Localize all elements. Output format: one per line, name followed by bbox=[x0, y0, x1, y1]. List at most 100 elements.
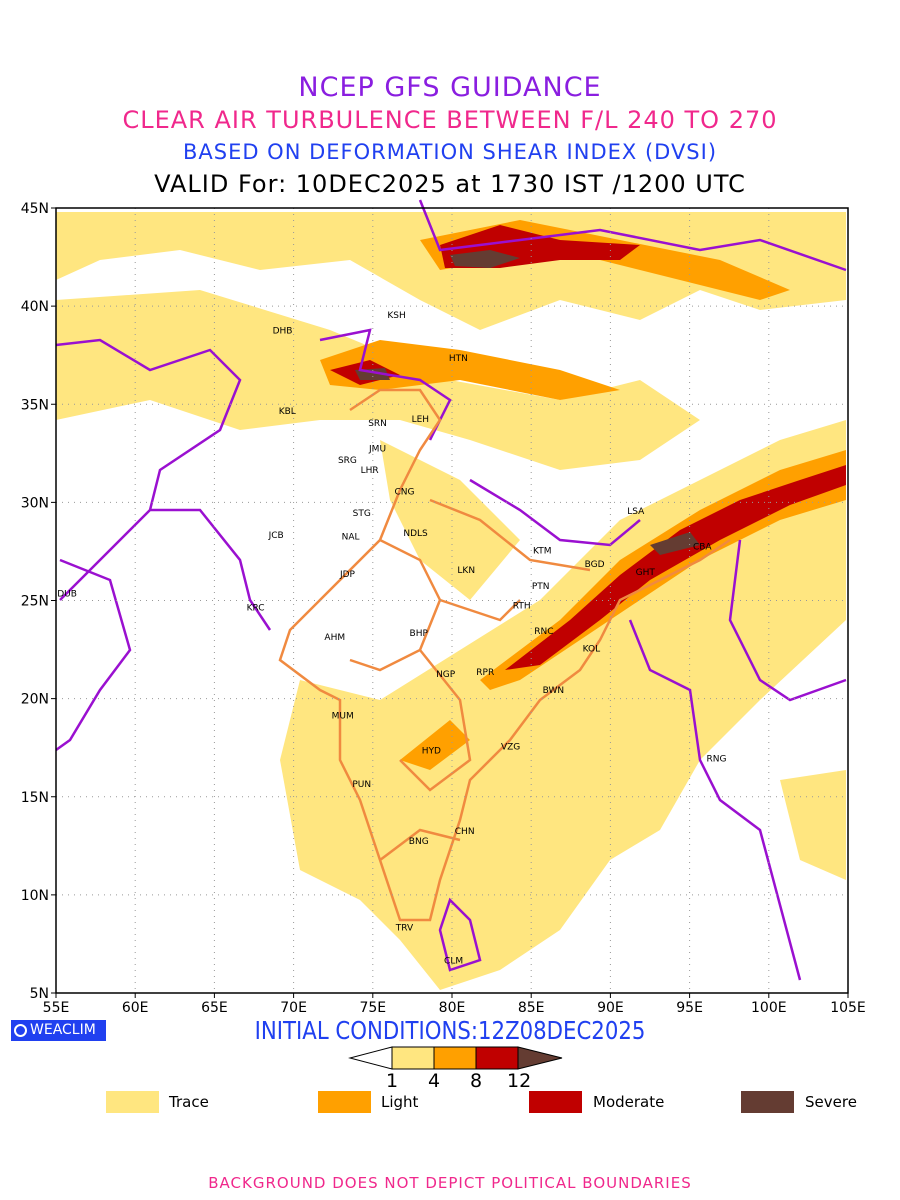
city-label: JMU bbox=[368, 444, 386, 454]
legend-label-trace: Trace bbox=[169, 1093, 209, 1111]
city-label: RPR bbox=[476, 668, 494, 678]
trace-area bbox=[380, 440, 520, 600]
colorbar bbox=[348, 1046, 563, 1070]
moderate-area bbox=[505, 465, 846, 670]
country-border bbox=[55, 199, 847, 981]
lon-tick-label: 60E bbox=[122, 1000, 149, 1016]
lat-tick-label: 45N bbox=[21, 201, 49, 217]
city-label: BHP bbox=[410, 629, 429, 639]
boundaries bbox=[55, 199, 847, 981]
lat-tick-label: 15N bbox=[21, 790, 49, 806]
initial-conditions: INITIAL CONDITIONS:12Z08DEC2025 bbox=[254, 1016, 646, 1045]
lon-tick-label: 80E bbox=[439, 1000, 466, 1016]
city-label: KTM bbox=[533, 546, 551, 556]
legend-swatch-trace bbox=[106, 1091, 159, 1113]
lon-tick-label: 55E bbox=[43, 1000, 70, 1016]
city-label: AHM bbox=[324, 633, 345, 643]
logo-text: WEACLIM bbox=[30, 1022, 96, 1038]
city-label: LEH bbox=[412, 415, 429, 425]
legend-label-moderate: Moderate bbox=[593, 1093, 665, 1111]
severe-area bbox=[450, 250, 520, 268]
colorbar-moderate bbox=[475, 1046, 519, 1070]
turbulence-shading bbox=[56, 212, 846, 990]
city-label: RTH bbox=[513, 601, 531, 611]
city-label: CHN bbox=[455, 827, 475, 837]
city-label: BNG bbox=[409, 837, 429, 847]
city-label: NDLS bbox=[403, 529, 428, 539]
legend-swatch-severe bbox=[741, 1091, 794, 1113]
colorbar-trace bbox=[391, 1046, 435, 1070]
axis-ticks: 55E 60E 65E 70E 75E 80E 85E 90E 95E 100E 105E 45N 40… bbox=[21, 201, 866, 1016]
city-label: DHB bbox=[273, 327, 293, 337]
city-label: MUM bbox=[332, 711, 354, 721]
colorbar-light bbox=[433, 1046, 477, 1070]
lon-tick-label: 90E bbox=[597, 1000, 624, 1016]
colorbar-tick: 1 bbox=[386, 1070, 399, 1092]
lat-tick-label: 20N bbox=[21, 692, 49, 708]
lat-tick-label: 5N bbox=[30, 986, 49, 1002]
city-label: VZG bbox=[501, 743, 520, 753]
city-label: DUB bbox=[57, 590, 77, 600]
legend-label-light: Light bbox=[381, 1093, 419, 1111]
city-label: RNG bbox=[707, 755, 727, 765]
city-label: JDP bbox=[339, 570, 356, 580]
city-label: KSH bbox=[387, 311, 405, 321]
city-label: GHT bbox=[636, 568, 656, 578]
valid-time: VALID For: 10DEC2025 at 1730 IST /1200 U… bbox=[154, 170, 746, 198]
city-label: STG bbox=[353, 509, 371, 519]
lat-tick-label: 40N bbox=[21, 299, 49, 315]
state-border bbox=[278, 388, 731, 922]
city-label: KRC bbox=[247, 603, 265, 613]
lon-tick-label: 105E bbox=[830, 1000, 866, 1016]
title: NCEP GFS GUIDANCE bbox=[298, 72, 602, 103]
severe-area bbox=[650, 532, 700, 555]
city-label: KOL bbox=[583, 645, 601, 655]
lat-lon-grid bbox=[56, 208, 848, 993]
city-label: CLM bbox=[444, 957, 463, 967]
legend-swatch-moderate bbox=[529, 1091, 582, 1113]
city-label: PUN bbox=[352, 780, 371, 790]
city-label: HTN bbox=[449, 354, 468, 364]
weaclim-logo: WEACLIM bbox=[11, 1020, 106, 1041]
lon-tick-label: 75E bbox=[359, 1000, 386, 1016]
legend-label-severe: Severe bbox=[805, 1093, 857, 1111]
light-area bbox=[320, 340, 620, 400]
city-label: TRV bbox=[395, 923, 414, 933]
disclaimer: BACKGROUND DOES NOT DEPICT POLITICAL BOU… bbox=[208, 1174, 692, 1192]
city-label: JCB bbox=[268, 531, 284, 541]
legend-swatch-light bbox=[318, 1091, 371, 1113]
colorbar-tick: 12 bbox=[507, 1070, 532, 1092]
city-label: BWN bbox=[543, 686, 565, 696]
lon-tick-label: 65E bbox=[201, 1000, 228, 1016]
lon-tick-label: 85E bbox=[518, 1000, 545, 1016]
city-label: LSA bbox=[627, 507, 645, 517]
city-label: SRN bbox=[368, 419, 387, 429]
city-labels: DHB KSH HTN KBL SRN LEH JMU SRG LHR CNG STG NDLS NAL… bbox=[57, 311, 726, 967]
lat-tick-label: 30N bbox=[21, 495, 49, 511]
logo-icon bbox=[14, 1024, 27, 1037]
city-label: BGD bbox=[585, 560, 605, 570]
city-label: KBL bbox=[279, 407, 296, 417]
colorbar-under-arrow bbox=[348, 1046, 393, 1070]
city-label: LKN bbox=[457, 566, 475, 576]
lon-tick-label: 70E bbox=[280, 1000, 307, 1016]
city-label: HYD bbox=[422, 747, 441, 757]
trace-area bbox=[780, 770, 846, 880]
lat-tick-label: 25N bbox=[21, 594, 49, 610]
colorbar-tick: 4 bbox=[428, 1070, 441, 1092]
city-label: NAL bbox=[342, 533, 360, 543]
trace-area bbox=[56, 212, 846, 330]
subtitle: CLEAR AIR TURBULENCE BETWEEN F/L 240 TO … bbox=[122, 106, 778, 134]
trace-area bbox=[280, 420, 846, 990]
colorbar-tick: 8 bbox=[470, 1070, 483, 1092]
lat-tick-label: 10N bbox=[21, 888, 49, 904]
city-label: SRG bbox=[338, 456, 357, 466]
city-label: NGP bbox=[436, 670, 456, 680]
city-label: CBA bbox=[693, 543, 712, 553]
city-label: LHR bbox=[361, 466, 379, 476]
lat-tick-label: 35N bbox=[21, 397, 49, 413]
method-label: BASED ON DEFORMATION SHEAR INDEX (DVSI) bbox=[182, 140, 718, 164]
light-area bbox=[400, 720, 470, 770]
